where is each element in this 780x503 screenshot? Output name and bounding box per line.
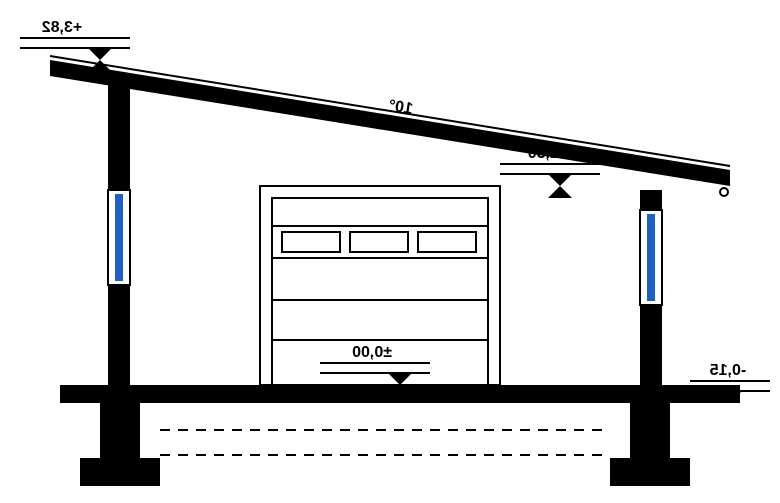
right-window [647,214,655,301]
label-slope: 10° [387,97,414,118]
footings [80,403,690,486]
label-ground: -0,15 [710,362,747,379]
floor-slab [60,385,740,403]
gutter-icon [720,188,728,196]
left-window [115,194,123,281]
building-section-drawing: +3,82 +2,30 ±0,00 -0,15 10° [0,0,780,503]
label-floor: ±0,00 [352,344,392,361]
roof [50,56,730,196]
label-door-head: +2,30 [528,145,569,162]
label-ridge: +3,82 [42,19,83,36]
dim-floor: ±0,00 [320,344,430,385]
left-wall [108,85,130,385]
subslab-dashed [160,430,610,455]
right-wall [640,190,662,385]
